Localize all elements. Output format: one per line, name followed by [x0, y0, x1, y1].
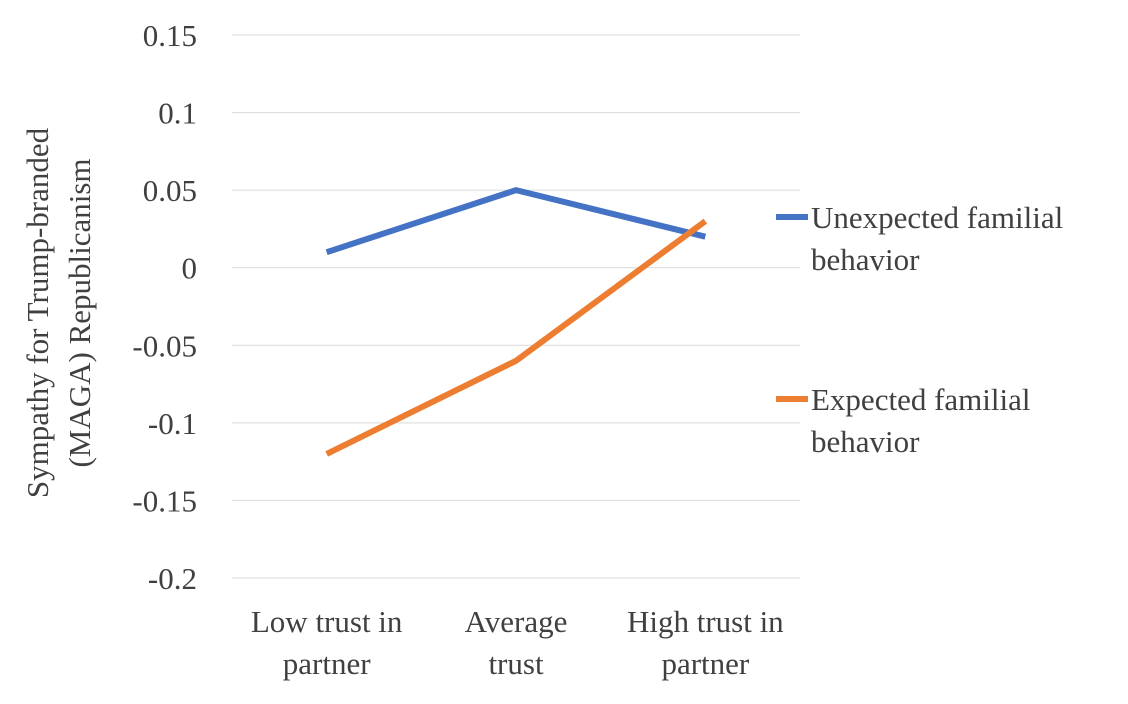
y-tick-label: 0: [182, 251, 198, 286]
y-tick-label: 0.1: [158, 96, 197, 131]
y-tick-label: -0.1: [148, 406, 197, 441]
y-axis-tick-labels: 0.15 0.1 0.05 0 -0.05 -0.1 -0.15 -0.2: [132, 18, 197, 596]
legend-entry: Unexpected familial behavior: [776, 200, 1063, 277]
legend-label: behavior: [811, 424, 920, 459]
x-tick-label: High trust in partner: [627, 604, 784, 681]
legend-label: Unexpected familial: [811, 200, 1063, 235]
series-line-expected-familial-behavior: [325, 218, 708, 457]
series-line-unexpected-familial-behavior: [325, 187, 707, 256]
y-axis-title-line: (MAGA) Republicanism: [62, 158, 97, 467]
y-axis-title-group: Sympathy for Trump-branded (MAGA) Republi…: [20, 127, 97, 498]
legend-entry: Expected familial behavior: [776, 382, 1030, 459]
y-tick-label: 0.15: [143, 18, 197, 53]
y-tick-label: 0.05: [143, 173, 197, 208]
x-tick-label-line: Average: [465, 604, 568, 639]
y-tick-label: -0.15: [132, 483, 197, 518]
x-tick-label-line: partner: [283, 646, 371, 681]
legend-label: Expected familial: [811, 382, 1030, 417]
x-axis-tick-labels: Low trust in partner Average trust High trus…: [251, 604, 784, 681]
gridlines: [232, 34, 800, 579]
legend-label: behavior: [811, 242, 920, 277]
x-tick-label-line: Low trust in: [251, 604, 403, 639]
y-tick-label: -0.05: [132, 328, 197, 363]
x-tick-label: Average trust: [465, 604, 568, 681]
y-axis-title-line: Sympathy for Trump-branded: [20, 127, 55, 498]
y-axis-title: Sympathy for Trump-branded (MAGA) Republi…: [20, 127, 97, 498]
y-tick-label: -0.2: [148, 561, 197, 596]
x-tick-label-line: partner: [661, 646, 749, 681]
x-tick-label: Low trust in partner: [251, 604, 403, 681]
x-tick-label-line: trust: [488, 646, 544, 681]
series-lines: [325, 187, 708, 457]
x-tick-label-line: High trust in: [627, 604, 784, 639]
